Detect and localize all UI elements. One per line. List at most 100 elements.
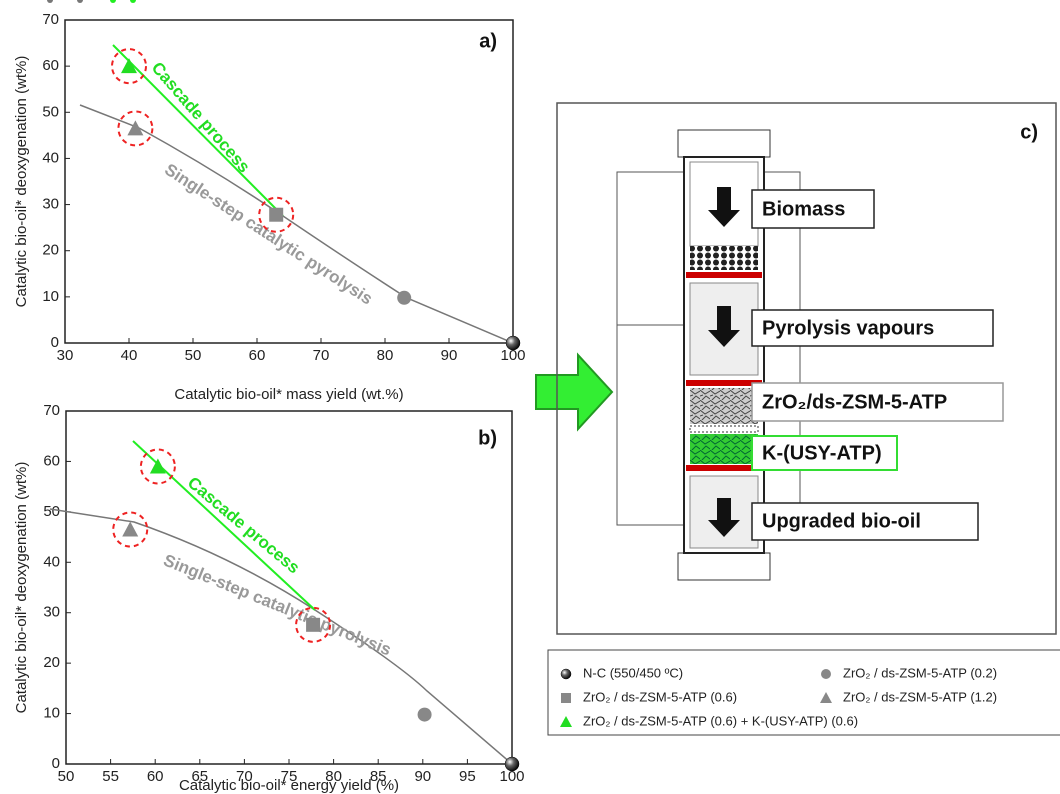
annotation: Cascade process: [148, 58, 254, 176]
marker: [560, 668, 572, 680]
x-tick-label: 75: [281, 768, 298, 785]
marker: [122, 521, 139, 537]
legend-label: ZrO₂ / ds-ZSM-5-ATP (0.6) + K-(USY-ATP) …: [583, 713, 858, 728]
marker: [821, 669, 831, 679]
highlight-circle: [258, 196, 295, 233]
reactor-diagram: c) Biomass Pyrolysis vapours ZrO₂/ds-ZSM…: [556, 102, 1057, 635]
x-tick-label: 30: [57, 347, 74, 364]
reactor-cap: [677, 552, 771, 581]
x-tick-label: 95: [459, 768, 476, 785]
marker: [149, 458, 166, 474]
y-tick-label: 20: [42, 242, 59, 259]
y-tick-label: 30: [42, 196, 59, 213]
panel-label: b): [478, 427, 497, 449]
marker: [397, 290, 412, 305]
x-tick-label: 100: [500, 347, 525, 364]
diagram-label: Upgraded bio-oil: [762, 510, 921, 532]
x-tick-label: 100: [499, 768, 524, 785]
y-tick-label: 20: [43, 654, 60, 671]
flow-arrow: [535, 352, 614, 432]
y-tick-label: 60: [42, 57, 59, 74]
x-tick-label: 80: [377, 347, 394, 364]
x-axis-label: Catalytic bio-oil* energy yield (%): [179, 777, 399, 794]
diagram-label: ZrO₂/ds-ZSM-5-ATP: [762, 391, 947, 413]
legend-label: ZrO₂ / ds-ZSM-5-ATP (0.2): [843, 665, 997, 680]
legend-label: ZrO₂ / ds-ZSM-5-ATP (1.2): [843, 689, 997, 704]
x-tick-label: 70: [313, 347, 330, 364]
y-tick-label: 0: [52, 755, 60, 772]
y-tick-label: 40: [43, 553, 60, 570]
x-tick-label: 65: [191, 768, 208, 785]
marker: [560, 716, 572, 727]
diagram-label: Pyrolysis vapours: [762, 317, 934, 339]
highlight-circle: [112, 511, 149, 548]
label-box: [751, 309, 994, 347]
label-box: [751, 435, 898, 471]
marker: [561, 693, 571, 703]
x-tick-label: 70: [236, 768, 253, 785]
label-box: [751, 382, 1004, 422]
y-tick-label: 40: [42, 149, 59, 166]
highlight-circle: [139, 448, 176, 485]
x-tick-label: 55: [102, 768, 119, 785]
x-tick-label: 85: [370, 768, 387, 785]
mesh: [686, 465, 762, 471]
zro2-bed: [690, 388, 758, 424]
y-tick-label: 70: [42, 11, 59, 28]
x-tick-label: 60: [249, 347, 266, 364]
label-box: [751, 189, 875, 229]
x-tick-label: 50: [185, 347, 202, 364]
x-tick-label: 50: [58, 768, 75, 785]
x-tick-label: 80: [325, 768, 342, 785]
trend-line: [49, 508, 513, 765]
panel-label: a): [479, 30, 497, 52]
mesh: [686, 380, 762, 386]
y-tick-label: 50: [43, 503, 60, 520]
arrow-head: [110, 0, 116, 3]
marker: [121, 58, 137, 74]
legend-label: N-C (550/450 ºC): [583, 665, 683, 680]
highlight-circle: [295, 606, 332, 643]
y-tick-label: 10: [43, 705, 60, 722]
y-axis-label: Catalytic bio-oil* deoxygenation (wt%): [13, 56, 30, 308]
cascade-line: [112, 44, 284, 217]
legend-label: ZrO₂ / ds-ZSM-5-ATP (0.6): [583, 689, 737, 704]
separator: [689, 425, 759, 433]
y-tick-label: 60: [43, 452, 60, 469]
diagram-label: Biomass: [762, 198, 845, 220]
y-tick-label: 0: [51, 334, 59, 351]
y-tick-label: 30: [43, 604, 60, 621]
annotation: Cascade process: [184, 473, 303, 577]
marker: [269, 207, 284, 222]
reactor-lines: [616, 171, 801, 526]
marker: [127, 120, 144, 136]
marker: [417, 707, 432, 722]
highlight-circle: [111, 48, 147, 85]
plot-frame: [64, 19, 514, 344]
y-axis-label: Catalytic bio-oil* deoxygenation (wt%): [13, 462, 30, 714]
marker: [504, 756, 520, 772]
y-tick-label: 10: [42, 288, 59, 305]
x-tick-label: 60: [147, 768, 164, 785]
y-tick-label: 70: [43, 402, 60, 419]
trend-line: [79, 104, 514, 344]
x-tick-label: 90: [441, 347, 458, 364]
marker: [306, 617, 321, 632]
x-axis-label: Catalytic bio-oil* mass yield (wt.%): [174, 386, 403, 403]
panel-label: c): [1020, 121, 1038, 143]
panel-frame: [556, 102, 1057, 635]
x-tick-label: 90: [414, 768, 431, 785]
plot-frame: [65, 410, 513, 765]
reactor-cap: [677, 129, 771, 158]
marker: [505, 335, 521, 351]
label-box: [751, 502, 979, 541]
arrow-head: [47, 0, 53, 3]
diagram-label: K-(USY-ATP): [762, 442, 882, 464]
k-usy-bed: [690, 434, 758, 464]
annotation: Single-step catalytic pyrolysis: [161, 551, 394, 660]
mesh: [686, 272, 762, 278]
legend-frame: [547, 649, 1060, 736]
highlight-circle: [117, 110, 154, 147]
arrow-head: [77, 0, 83, 3]
